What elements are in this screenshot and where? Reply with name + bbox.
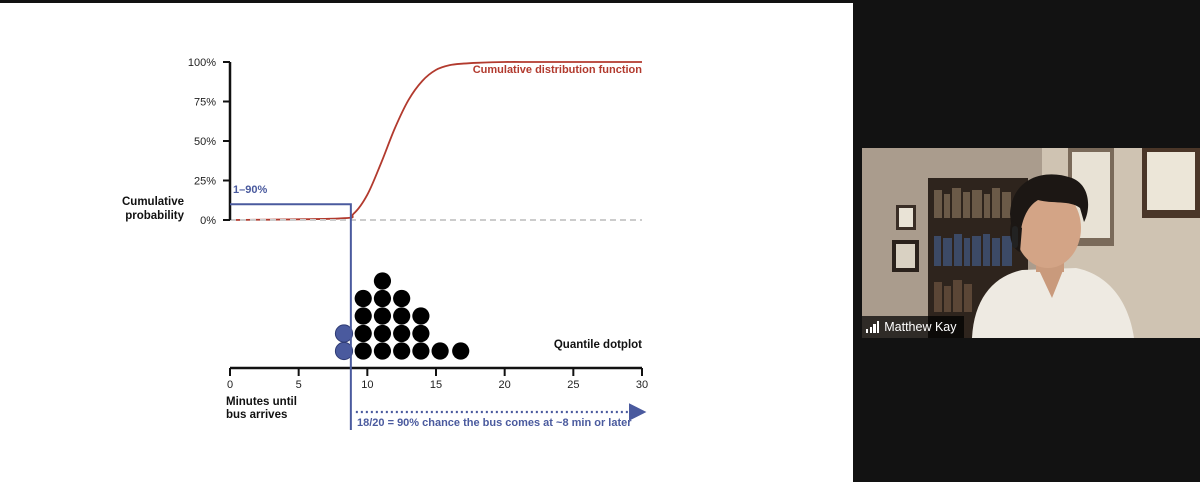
quantile-dot [412,307,430,325]
quantile-dot [354,342,372,360]
quantile-dot [452,342,470,360]
highlighted-dot [334,324,354,343]
cdf-label: Cumulative distribution function [473,64,643,76]
quantile-dot [393,324,411,343]
y-tick-label: 100% [188,57,216,69]
signal-bars-icon [866,321,880,333]
quantile-dot [373,272,392,290]
quantile-dot [354,324,372,343]
y-tick-label: 25% [194,176,216,188]
dotplot-label: Quantile dotplot [554,339,642,351]
quantile-dot [354,307,372,325]
x-axis-title-line2: bus arrives [226,409,287,421]
x-tick-label: 25 [567,379,579,391]
quantile-dot [373,342,392,360]
x-tick-label: 30 [636,379,648,391]
x-axis-title-line1: Minutes until [226,396,297,408]
y-axis-title-line2: probability [125,210,184,222]
quantile-dot [373,324,392,343]
threshold-label: 1–90% [233,184,267,196]
y-axis-title-line1: Cumulative [122,196,184,208]
x-tick-label: 5 [296,379,302,391]
threshold-line [230,203,352,430]
quantile-dot [354,289,372,308]
quantile-dotplot-chart: 0% 25% 50% 75% 100% 0 5 10 15 20 25 30 Cumulative p… [122,57,648,430]
y-tick-label: 75% [194,97,216,109]
probability-annotation: 18/20 = 90% chance the bus comes at ~8 m… [357,417,632,429]
quantile-dot [393,307,411,325]
participant-video [862,148,1200,338]
quantile-dot [412,324,430,343]
x-tick-label: 0 [227,379,233,391]
y-tick-label: 0% [200,215,216,227]
quantile-dot [373,289,392,308]
participant-name: Matthew Kay [884,320,957,334]
x-tick-label: 15 [430,379,442,391]
quantile-dot [412,342,430,360]
participant-name-tag: Matthew Kay [862,316,964,338]
cdf-curve [229,61,642,221]
quantile-dot [393,289,411,308]
x-tick-label: 20 [499,379,511,391]
quantile-dot [431,342,449,360]
participant-video-tile[interactable]: Matthew Kay [862,148,1200,338]
x-tick-label: 10 [361,379,373,391]
quantile-dot [373,307,392,325]
y-tick-label: 50% [194,136,216,148]
quantile-dot [393,342,411,360]
presentation-slide: 0% 25% 50% 75% 100% 0 5 10 15 20 25 30 Cumulative p… [0,3,853,482]
